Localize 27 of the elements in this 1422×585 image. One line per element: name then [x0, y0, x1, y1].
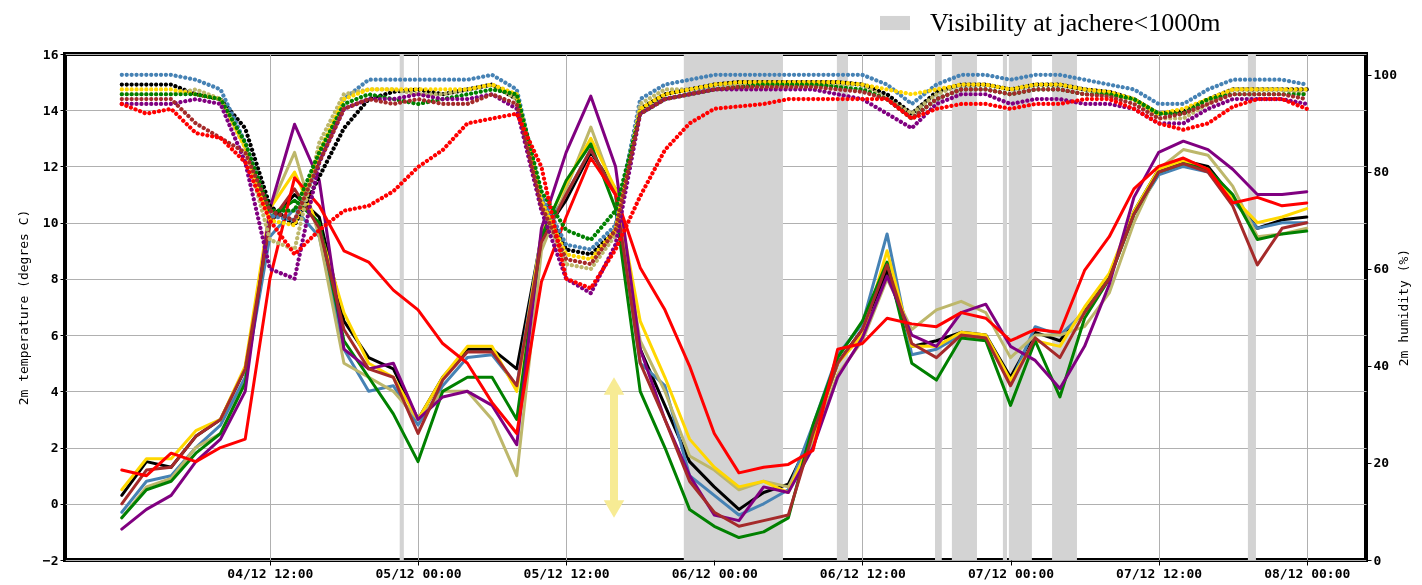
x-tick-label: 06/12 12:00	[819, 565, 907, 581]
y-tick-label: 8	[50, 271, 59, 287]
y2-axis-title: 2m humidity (%)	[1395, 248, 1411, 367]
y2-tick-label: 40	[1373, 358, 1390, 374]
y-tick-label: 6	[50, 327, 59, 343]
y-tick-label: 14	[42, 102, 59, 118]
y-tick-label: 10	[42, 215, 59, 231]
y2-tick-label: 80	[1373, 164, 1390, 180]
x-tick-label: 08/12 00:00	[1264, 565, 1351, 581]
x-tick-label: 04/12 12:00	[227, 565, 314, 581]
y-tick-label: 12	[42, 158, 59, 174]
y2-tick-label: 20	[1373, 455, 1390, 471]
y-tick-label: 0	[50, 496, 59, 512]
y2-tick-label: 100	[1373, 67, 1398, 83]
legend-label: Visibility at jachere<1000m	[930, 8, 1221, 37]
x-tick-label: 07/12 00:00	[967, 565, 1055, 581]
y2-tick-label: 0	[1373, 552, 1382, 568]
y2-tick-label: 60	[1373, 261, 1390, 277]
y-tick-label: 2	[50, 440, 59, 456]
y-axis-title: 2m temperature (degres C)	[15, 209, 31, 406]
x-tick-label: 06/12 00:00	[671, 565, 758, 581]
y-tick-label: 4	[50, 383, 59, 399]
y-tick-label: −2	[42, 552, 59, 568]
y-tick-label: 16	[42, 46, 59, 62]
x-tick-label: 05/12 00:00	[375, 565, 462, 581]
x-tick-label: 05/12 12:00	[523, 565, 610, 581]
x-tick-label: 07/12 12:00	[1116, 565, 1203, 581]
